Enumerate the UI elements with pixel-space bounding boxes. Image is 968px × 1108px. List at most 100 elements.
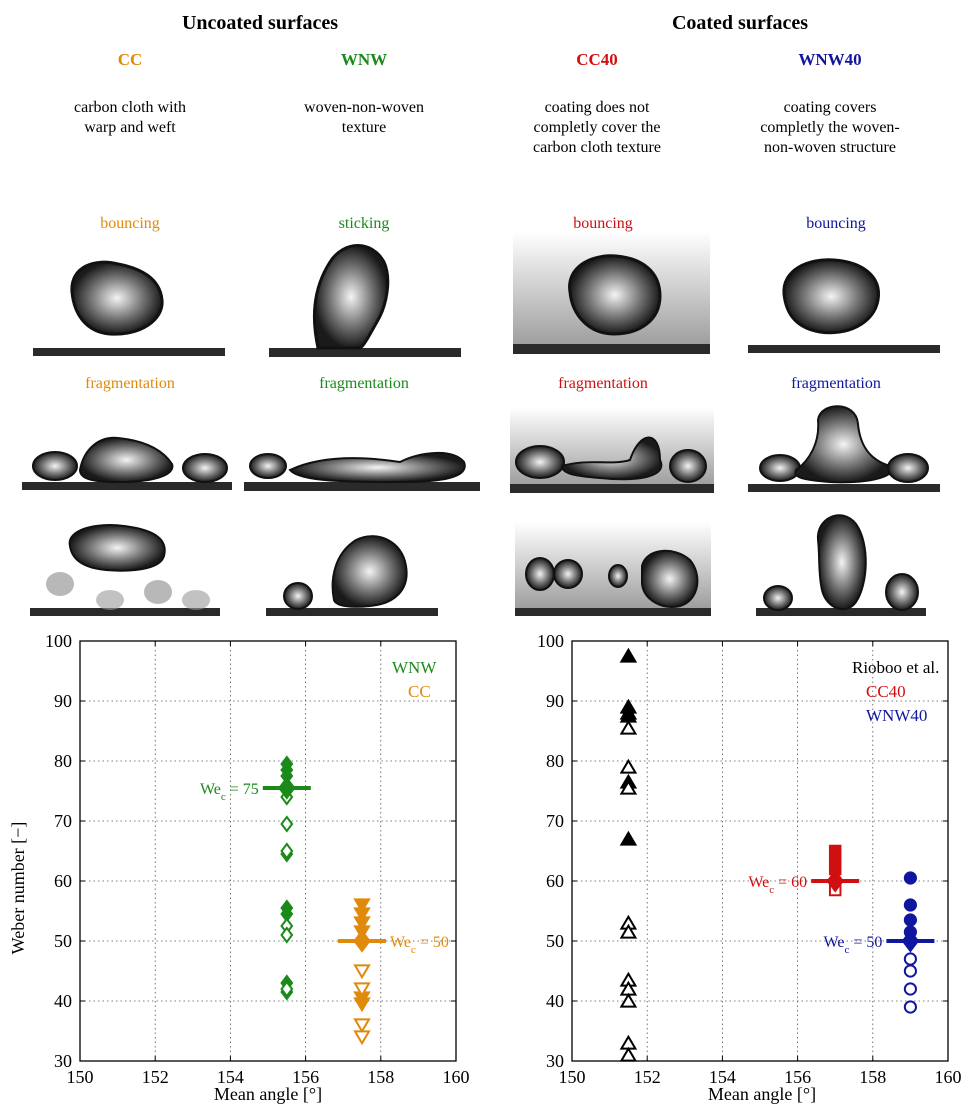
data-point-cc-filled [353, 898, 371, 914]
data-point-cc-open [353, 1018, 371, 1034]
data-point-wnw40-open [903, 982, 917, 996]
data-point-rioboo-et-al-filled [619, 830, 638, 846]
data-point-rioboo-et-al-open [619, 719, 638, 735]
data-point-rioboo-et-al-filled [619, 647, 638, 663]
column-name-cc: CC [117, 50, 143, 69]
x-tick-label: 160 [935, 1067, 962, 1087]
column-name-wnw: WNW [340, 50, 388, 69]
x-tick-label: 150 [559, 1067, 586, 1087]
photo-wnw-fragmentation-1 [244, 451, 480, 491]
y-tick-label: 50 [546, 931, 564, 951]
x-tick-label: 158 [859, 1067, 886, 1087]
y-tick-label: 50 [54, 931, 72, 951]
photo-wnw40-fragmentation-2 [756, 514, 926, 616]
data-point-cc-open [353, 964, 371, 980]
column-description-wnw: woven-non-woven texture [304, 99, 424, 136]
y-axis-label: Weber number [−] [8, 822, 28, 955]
legend-wnw40: WNW40 [866, 706, 927, 725]
column-description-cc: carbon cloth with warp and weft [74, 99, 186, 136]
x-tick-label: 150 [67, 1067, 94, 1087]
y-tick-label: 70 [54, 811, 72, 831]
data-point-rioboo-et-al-open [619, 779, 638, 795]
photo-cc40-fragmentation-1 [510, 408, 714, 493]
data-point-wnw40-filled [903, 898, 917, 912]
data-point-cc-filled [353, 997, 371, 1013]
critical-weber-marker [278, 776, 296, 800]
photo-wnw-sticking [269, 244, 461, 357]
critical-weber-label: Wec = 50 [390, 934, 449, 956]
data-point-wnw40-open [903, 952, 917, 966]
data-point-rioboo-et-al-open [619, 758, 638, 774]
column-name-cc40: CC40 [576, 50, 618, 69]
photo-wnw-fragmentation-2 [266, 535, 438, 616]
data-point-rioboo-et-al-open [619, 1046, 638, 1062]
droplet-photographs [22, 232, 940, 616]
data-point-wnw-open [280, 926, 294, 944]
state-label-wnw-sticking: sticking [338, 215, 390, 232]
y-tick-label: 80 [54, 751, 72, 771]
state-label-cc40-fragmentation: fragmentation [558, 375, 648, 392]
chart-coated: 150 152 154 156 158 160 30 40 50 60 70 80 90 100 Wec … [537, 631, 962, 1104]
x-tick-label: 154 [217, 1067, 244, 1087]
y-tick-label: 60 [546, 871, 564, 891]
state-label-cc-bouncing: bouncing [100, 215, 160, 232]
coated-surfaces-title: Coated surfaces [671, 12, 809, 34]
photo-cc-fragmentation-2 [30, 524, 220, 616]
y-tick-label: 100 [45, 631, 72, 651]
y-tick-label: 90 [54, 691, 72, 711]
x-tick-label: 156 [292, 1067, 319, 1087]
data-point-cc-open [353, 1030, 371, 1046]
x-axis-label: Mean angle [°] [708, 1084, 816, 1104]
critical-weber-marker [353, 929, 371, 953]
state-label-wnw40-bouncing: bouncing [806, 215, 866, 232]
photo-cc40-fragmentation-2 [515, 522, 711, 616]
legend-cc40: CC40 [866, 682, 906, 701]
data-point-wnw-open [280, 980, 294, 998]
x-tick-label: 152 [142, 1067, 169, 1087]
y-tick-label: 100 [537, 631, 564, 651]
data-point-cc-open [353, 982, 371, 998]
x-tick-label: 156 [784, 1067, 811, 1087]
y-tick-label: 90 [546, 691, 564, 711]
photo-cc40-bouncing [513, 232, 710, 354]
y-tick-label: 30 [546, 1051, 564, 1071]
data-point-wnw-open [280, 842, 294, 860]
legend-cc: CC [408, 682, 431, 701]
data-point-wnw40-filled [903, 871, 917, 885]
critical-weber-marker [826, 869, 844, 893]
state-label-cc40-bouncing: bouncing [573, 215, 633, 232]
x-tick-label: 152 [634, 1067, 661, 1087]
data-point-rioboo-et-al-open [619, 992, 638, 1008]
critical-weber-marker [901, 929, 920, 953]
data-point-cc-filled [353, 907, 371, 923]
legend-wnw: WNW [392, 658, 437, 677]
data-point-wnw40-open [903, 964, 917, 978]
y-tick-label: 40 [54, 991, 72, 1011]
data-point-wnw40-open [903, 1000, 917, 1014]
x-axis-label: Mean angle [°] [214, 1084, 322, 1104]
state-label-wnw40-fragmentation: fragmentation [791, 375, 881, 392]
critical-weber-label: Wec = 75 [200, 781, 259, 803]
y-tick-label: 40 [546, 991, 564, 1011]
photo-wnw40-bouncing [748, 258, 940, 353]
y-tick-label: 80 [546, 751, 564, 771]
data-point-wnw-open [280, 815, 294, 833]
column-description-cc40: coating does not completly cover the car… [533, 99, 661, 156]
x-tick-label: 154 [709, 1067, 736, 1087]
column-name-wnw40: WNW40 [798, 50, 862, 69]
state-label-cc-fragmentation: fragmentation [85, 375, 175, 392]
state-label-wnw-fragmentation: fragmentation [319, 375, 409, 392]
photo-wnw40-fragmentation-1 [748, 405, 940, 492]
y-tick-label: 30 [54, 1051, 72, 1071]
plot-frame-right: 150 152 154 156 158 160 30 40 50 60 70 80 90 100 Wec … [537, 631, 962, 1087]
photo-cc-fragmentation-1 [22, 436, 232, 490]
x-tick-label: 158 [367, 1067, 394, 1087]
column-description-wnw40: coating covers completly the woven- non-… [760, 99, 900, 156]
critical-weber-label: Wec = 60 [748, 874, 807, 896]
y-tick-label: 60 [54, 871, 72, 891]
critical-weber-label: Wec = 50 [824, 934, 883, 956]
photo-cc-bouncing [33, 260, 225, 356]
legend-rioboo: Rioboo et al. [852, 658, 939, 677]
data-point-wnw40-filled [903, 913, 917, 927]
plot-frame-left: 150 152 154 156 158 160 30 40 50 60 70 80 90 100 Wec … [45, 631, 470, 1087]
